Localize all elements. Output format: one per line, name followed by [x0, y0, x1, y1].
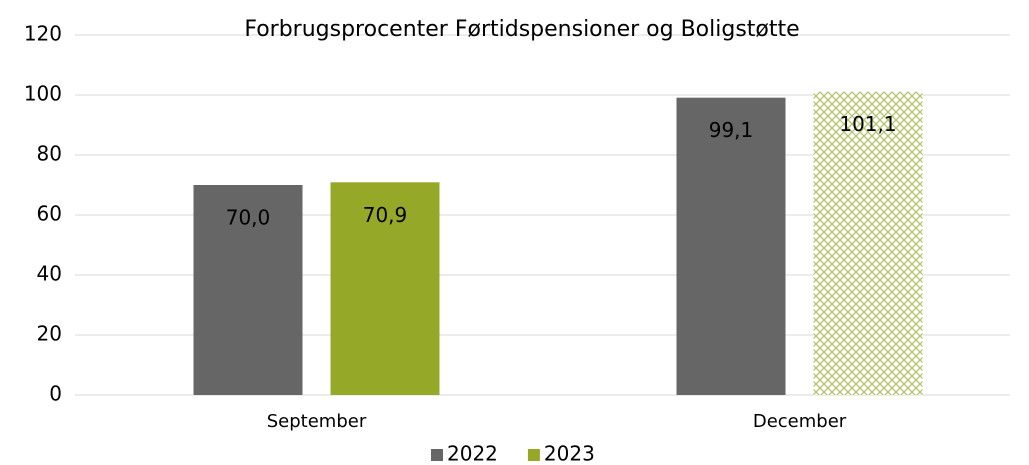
legend-swatch	[527, 449, 540, 461]
y-tick-label: 80	[37, 142, 62, 166]
bar	[813, 91, 923, 395]
legend-label: 2022	[447, 442, 498, 465]
value-label: 99,1	[709, 118, 754, 142]
value-label: 101,1	[839, 112, 896, 136]
x-tick-label: December	[753, 411, 847, 432]
y-tick-label: 0	[49, 382, 62, 406]
y-tick-label: 60	[37, 202, 62, 226]
y-tick-label: 20	[37, 322, 62, 346]
value-label: 70,0	[226, 206, 271, 230]
legend-label: 2023	[544, 442, 595, 465]
chart-title: Forbrugsprocenter Førtidspensioner og Bo…	[244, 17, 799, 42]
y-tick-label: 120	[24, 22, 62, 46]
x-tick-label: September	[267, 411, 367, 432]
bar	[330, 182, 440, 395]
legend-swatch	[431, 449, 443, 461]
bar	[193, 185, 303, 395]
value-label: 70,9	[363, 203, 408, 227]
y-tick-label: 100	[24, 82, 62, 106]
bars	[193, 91, 923, 395]
y-tick-label: 40	[37, 262, 62, 286]
bar	[676, 97, 786, 395]
